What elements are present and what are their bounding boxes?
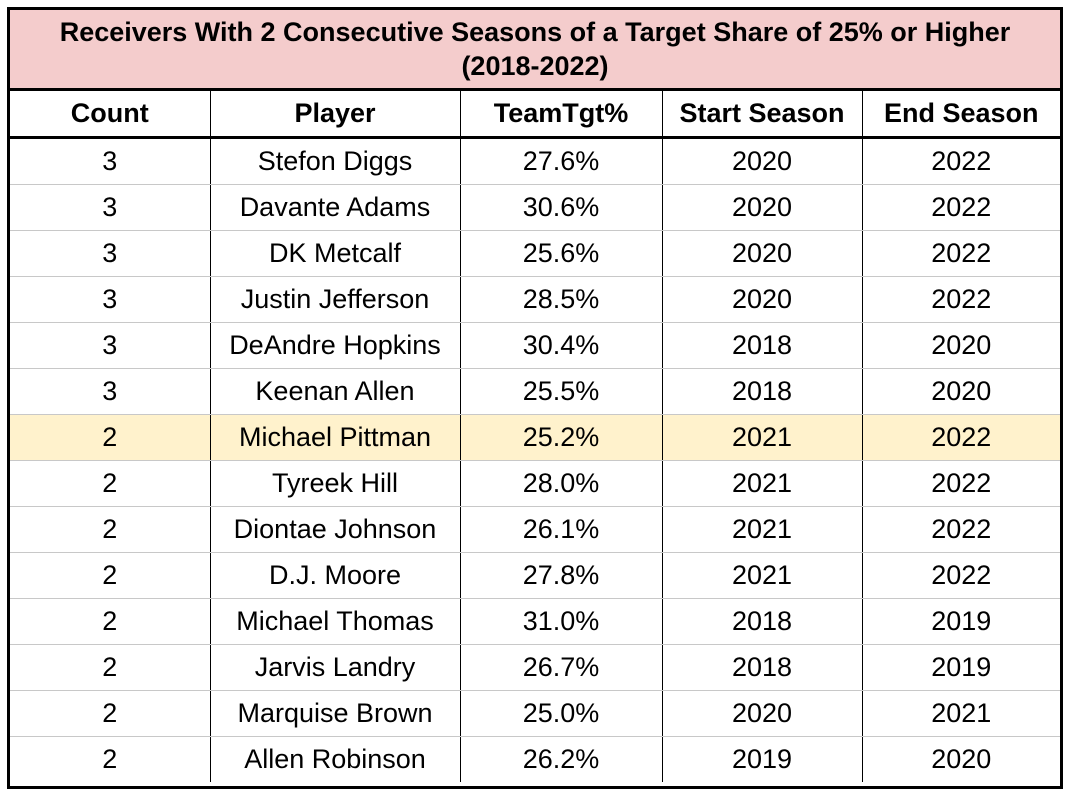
cell-team-target-share[interactable]: 28.0%: [460, 460, 663, 507]
cell-end-season[interactable]: 2022: [862, 460, 1060, 507]
cell-team-target-share[interactable]: 26.7%: [460, 644, 663, 691]
table-row: 2 Diontae Johnson 26.1% 2021 2022: [10, 506, 1060, 553]
table-row: 2 Michael Thomas 31.0% 2018 2019: [10, 598, 1060, 645]
cell-end-season[interactable]: 2022: [862, 184, 1060, 231]
cell-start-season[interactable]: 2021: [662, 552, 863, 599]
cell-start-season[interactable]: 2018: [662, 368, 863, 415]
cell-team-target-share[interactable]: 25.5%: [460, 368, 663, 415]
cell-start-season[interactable]: 2018: [662, 598, 863, 645]
table-title: Receivers With 2 Consecutive Seasons of …: [10, 10, 1060, 91]
table-row: 2 Tyreek Hill 28.0% 2021 2022: [10, 460, 1060, 507]
cell-player[interactable]: D.J. Moore: [210, 552, 461, 599]
table-row: 3 DeAndre Hopkins 30.4% 2018 2020: [10, 322, 1060, 369]
cell-count[interactable]: 3: [10, 276, 211, 323]
cell-end-season[interactable]: 2020: [862, 322, 1060, 369]
cell-team-target-share[interactable]: 27.6%: [460, 137, 663, 185]
cell-end-season[interactable]: 2020: [862, 368, 1060, 415]
cell-team-target-share[interactable]: 25.2%: [460, 414, 663, 461]
cell-count[interactable]: 2: [10, 690, 211, 737]
cell-count[interactable]: 2: [10, 414, 211, 461]
cell-team-target-share[interactable]: 28.5%: [460, 276, 663, 323]
table-row: 2 Jarvis Landry 26.7% 2018 2019: [10, 644, 1060, 691]
table-row: 3 Stefon Diggs 27.6% 2020 2022: [10, 137, 1060, 185]
cell-start-season[interactable]: 2018: [662, 644, 863, 691]
table-row: 3 Justin Jefferson 28.5% 2020 2022: [10, 276, 1060, 323]
cell-end-season[interactable]: 2020: [931, 744, 992, 774]
cell-team-target-share[interactable]: 31.0%: [460, 598, 663, 645]
column-header-end-season[interactable]: End Season: [862, 91, 1060, 139]
cell-start-season[interactable]: 2018: [662, 322, 863, 369]
column-header-count[interactable]: Count: [10, 91, 211, 139]
column-header-player[interactable]: Player: [210, 91, 461, 139]
cell-start-season[interactable]: 2021: [662, 460, 863, 507]
cell-end-season[interactable]: 2022: [862, 506, 1060, 553]
table-row: 3 DK Metcalf 25.6% 2020 2022: [10, 230, 1060, 277]
cell-team-target-share[interactable]: 30.4%: [460, 322, 663, 369]
cell-end-season[interactable]: 2022: [862, 276, 1060, 323]
cell-player[interactable]: Diontae Johnson: [210, 506, 461, 553]
cell-count[interactable]: 3: [10, 368, 211, 415]
cell-start-season[interactable]: 2020: [662, 230, 863, 277]
cell-end-season[interactable]: 2021: [862, 690, 1060, 737]
column-header-start-season[interactable]: Start Season: [662, 91, 863, 139]
cell-team-target-share[interactable]: 26.2%: [460, 736, 663, 782]
cell-player[interactable]: DeAndre Hopkins: [210, 322, 461, 369]
table-title-line-1: Receivers With 2 Consecutive Seasons of …: [59, 17, 1011, 47]
cell-player[interactable]: Marquise Brown: [210, 690, 461, 737]
cell-player[interactable]: Davante Adams: [210, 184, 461, 231]
table-row: 3 Keenan Allen 25.5% 2018 2020: [10, 368, 1060, 415]
cell-count[interactable]: 2: [10, 644, 211, 691]
table-body: 3 Stefon Diggs 27.6% 2020 2022 3 Davante Adams…: [10, 137, 1060, 782]
table-row: 2 D.J. Moore 27.8% 2021 2022: [10, 552, 1060, 599]
cell-team-target-share[interactable]: 27.8%: [460, 552, 663, 599]
cell-start-season[interactable]: 2021: [662, 506, 863, 553]
cell-team-target-share[interactable]: 30.6%: [460, 184, 663, 231]
header-row: Count Player TeamTgt% Start Season End S…: [10, 91, 1060, 139]
cell-player[interactable]: Justin Jefferson: [210, 276, 461, 323]
cell-end-season[interactable]: 2022: [862, 552, 1060, 599]
cell-player[interactable]: Keenan Allen: [210, 368, 461, 415]
cell-team-target-share[interactable]: 25.6%: [460, 230, 663, 277]
cell-player[interactable]: Michael Thomas: [210, 598, 461, 645]
cell-count[interactable]: 2: [10, 460, 211, 507]
table-row: 2 Allen Robinson 26.2% 2019 2020: [10, 736, 1060, 782]
cell-count[interactable]: 2: [10, 736, 211, 782]
cell-start-season[interactable]: 2020: [662, 137, 863, 185]
cell-player[interactable]: Michael Pittman: [210, 414, 461, 461]
cell-player[interactable]: DK Metcalf: [210, 230, 461, 277]
cell-count[interactable]: 2: [10, 506, 211, 553]
table-row: 2 Marquise Brown 25.0% 2020 2021: [10, 690, 1060, 737]
cell-start-season[interactable]: 2020: [662, 276, 863, 323]
cell-end-season[interactable]: 2019: [862, 644, 1060, 691]
cell-player[interactable]: Jarvis Landry: [210, 644, 461, 691]
cell-start-season[interactable]: 2019: [662, 736, 863, 782]
column-header-team-target-share[interactable]: TeamTgt%: [460, 91, 663, 139]
cell-count[interactable]: 3: [10, 230, 211, 277]
cell-team-target-share[interactable]: 26.1%: [460, 506, 663, 553]
cell-start-season[interactable]: 2020: [662, 690, 863, 737]
receivers-table: Count Player TeamTgt% Start Season End S…: [10, 91, 1060, 782]
cell-start-season[interactable]: 2021: [662, 414, 863, 461]
cell-player[interactable]: Allen Robinson: [210, 736, 461, 782]
cell-count[interactable]: 2: [10, 598, 211, 645]
cell-count[interactable]: 3: [10, 184, 211, 231]
table-row: 3 Davante Adams 30.6% 2020 2022: [10, 184, 1060, 231]
table-title-line-2: (2018-2022): [461, 51, 609, 81]
cell-end-season[interactable]: 2022: [862, 414, 1060, 461]
cell-start-season[interactable]: 2020: [662, 184, 863, 231]
cell-end-season[interactable]: 2022: [862, 230, 1060, 277]
cell-player[interactable]: Stefon Diggs: [210, 137, 461, 185]
receivers-table-sheet: Receivers With 2 Consecutive Seasons of …: [7, 7, 1063, 789]
cell-count[interactable]: 3: [10, 137, 211, 185]
cell-end-season[interactable]: 2019: [862, 598, 1060, 645]
cell-team-target-share[interactable]: 25.0%: [460, 690, 663, 737]
cell-player[interactable]: Tyreek Hill: [210, 460, 461, 507]
cell-end-season[interactable]: 2022: [862, 137, 1060, 185]
cell-count[interactable]: 3: [10, 322, 211, 369]
cell-count[interactable]: 2: [10, 552, 211, 599]
table-row-highlighted: 2 Michael Pittman 25.2% 2021 2022: [10, 414, 1060, 461]
